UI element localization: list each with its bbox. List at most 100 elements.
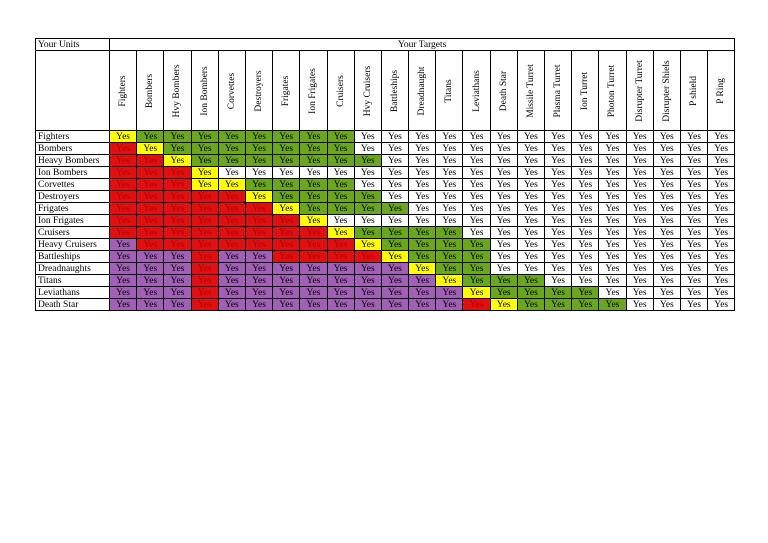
matrix-cell[interactable]: Yes (598, 238, 627, 251)
matrix-cell[interactable]: Yes (707, 130, 736, 143)
target-header-photon-turret[interactable]: Photon Turret (598, 50, 627, 131)
matrix-cell[interactable]: Yes (244, 286, 274, 299)
target-header-destroyers[interactable]: Destroyers (244, 50, 274, 131)
matrix-cell[interactable]: Yes (679, 286, 709, 299)
matrix-cell[interactable]: Yes (217, 298, 246, 311)
matrix-cell[interactable]: Yes (163, 166, 192, 179)
matrix-cell[interactable]: Yes (353, 166, 382, 179)
matrix-cell[interactable]: Yes (679, 154, 709, 167)
matrix-cell[interactable]: Yes (272, 214, 301, 227)
matrix-cell[interactable]: Yes (625, 142, 654, 155)
matrix-cell[interactable]: Yes (190, 130, 219, 143)
matrix-cell[interactable]: Yes (598, 190, 627, 203)
matrix-cell[interactable]: Yes (489, 286, 518, 299)
unit-label[interactable]: Titans (35, 274, 110, 287)
matrix-cell[interactable]: Yes (299, 154, 328, 167)
matrix-cell[interactable]: Yes (380, 262, 410, 275)
matrix-cell[interactable]: Yes (380, 274, 410, 287)
matrix-cell[interactable]: Yes (679, 178, 709, 191)
matrix-cell[interactable]: Yes (326, 166, 355, 179)
unit-label[interactable]: Battleships (35, 250, 110, 263)
matrix-cell[interactable]: Yes (353, 262, 382, 275)
matrix-cell[interactable]: Yes (571, 142, 600, 155)
matrix-cell[interactable]: Yes (299, 142, 328, 155)
unit-label[interactable]: Dreadnaughts (35, 262, 110, 275)
matrix-cell[interactable]: Yes (625, 298, 654, 311)
matrix-cell[interactable]: Yes (299, 250, 328, 263)
matrix-cell[interactable]: Yes (136, 274, 165, 287)
matrix-cell[interactable]: Yes (652, 298, 681, 311)
matrix-cell[interactable]: Yes (272, 262, 301, 275)
matrix-cell[interactable]: Yes (272, 274, 301, 287)
matrix-cell[interactable]: Yes (679, 130, 709, 143)
matrix-cell[interactable]: Yes (462, 142, 491, 155)
matrix-cell[interactable]: Yes (136, 262, 165, 275)
matrix-cell[interactable]: Yes (299, 298, 328, 311)
matrix-cell[interactable]: Yes (652, 190, 681, 203)
matrix-cell[interactable]: Yes (707, 154, 736, 167)
unit-label[interactable]: Heavy Cruisers (35, 238, 110, 251)
matrix-cell[interactable]: Yes (380, 238, 410, 251)
matrix-cell[interactable]: Yes (543, 238, 573, 251)
matrix-cell[interactable]: Yes (462, 202, 491, 215)
matrix-cell[interactable]: Yes (326, 262, 355, 275)
matrix-cell[interactable]: Yes (707, 190, 736, 203)
matrix-cell[interactable]: Yes (326, 142, 355, 155)
matrix-cell[interactable]: Yes (435, 166, 464, 179)
matrix-cell[interactable]: Yes (598, 166, 627, 179)
matrix-cell[interactable]: Yes (299, 202, 328, 215)
matrix-cell[interactable]: Yes (136, 130, 165, 143)
matrix-cell[interactable]: Yes (571, 130, 600, 143)
unit-label[interactable]: Leviathans (35, 286, 110, 299)
matrix-cell[interactable]: Yes (489, 238, 518, 251)
matrix-cell[interactable]: Yes (625, 274, 654, 287)
matrix-cell[interactable]: Yes (217, 238, 246, 251)
matrix-cell[interactable]: Yes (652, 214, 681, 227)
target-header-disrupter-turret[interactable]: Disrupter Turret (625, 50, 654, 131)
matrix-cell[interactable]: Yes (652, 202, 681, 215)
matrix-cell[interactable]: Yes (353, 298, 382, 311)
matrix-cell[interactable]: Yes (707, 274, 736, 287)
matrix-cell[interactable]: Yes (272, 154, 301, 167)
matrix-cell[interactable]: Yes (217, 166, 246, 179)
matrix-cell[interactable]: Yes (217, 130, 246, 143)
matrix-cell[interactable]: Yes (462, 286, 491, 299)
matrix-cell[interactable]: Yes (380, 190, 410, 203)
matrix-cell[interactable]: Yes (707, 238, 736, 251)
matrix-cell[interactable]: Yes (326, 250, 355, 263)
matrix-cell[interactable]: Yes (435, 274, 464, 287)
matrix-cell[interactable]: Yes (625, 166, 654, 179)
matrix-cell[interactable]: Yes (299, 286, 328, 299)
matrix-cell[interactable]: Yes (190, 262, 219, 275)
matrix-cell[interactable]: Yes (163, 286, 192, 299)
matrix-cell[interactable]: Yes (598, 142, 627, 155)
matrix-cell[interactable]: Yes (571, 298, 600, 311)
matrix-cell[interactable]: Yes (299, 178, 328, 191)
matrix-cell[interactable]: Yes (652, 142, 681, 155)
matrix-cell[interactable]: Yes (516, 154, 546, 167)
matrix-cell[interactable]: Yes (707, 202, 736, 215)
matrix-cell[interactable]: Yes (108, 190, 138, 203)
matrix-cell[interactable]: Yes (217, 142, 246, 155)
matrix-cell[interactable]: Yes (353, 154, 382, 167)
matrix-cell[interactable]: Yes (543, 262, 573, 275)
matrix-cell[interactable]: Yes (299, 262, 328, 275)
matrix-cell[interactable]: Yes (136, 238, 165, 251)
matrix-cell[interactable]: Yes (652, 262, 681, 275)
matrix-cell[interactable]: Yes (571, 154, 600, 167)
matrix-cell[interactable]: Yes (598, 298, 627, 311)
matrix-cell[interactable]: Yes (244, 130, 274, 143)
matrix-cell[interactable]: Yes (408, 262, 437, 275)
matrix-cell[interactable]: Yes (408, 286, 437, 299)
matrix-cell[interactable]: Yes (244, 142, 274, 155)
matrix-cell[interactable]: Yes (489, 202, 518, 215)
matrix-cell[interactable]: Yes (272, 238, 301, 251)
matrix-cell[interactable]: Yes (408, 214, 437, 227)
matrix-cell[interactable]: Yes (516, 250, 546, 263)
matrix-cell[interactable]: Yes (571, 274, 600, 287)
matrix-cell[interactable]: Yes (462, 274, 491, 287)
matrix-cell[interactable]: Yes (244, 190, 274, 203)
matrix-cell[interactable]: Yes (462, 250, 491, 263)
matrix-cell[interactable]: Yes (380, 226, 410, 239)
matrix-cell[interactable]: Yes (462, 154, 491, 167)
